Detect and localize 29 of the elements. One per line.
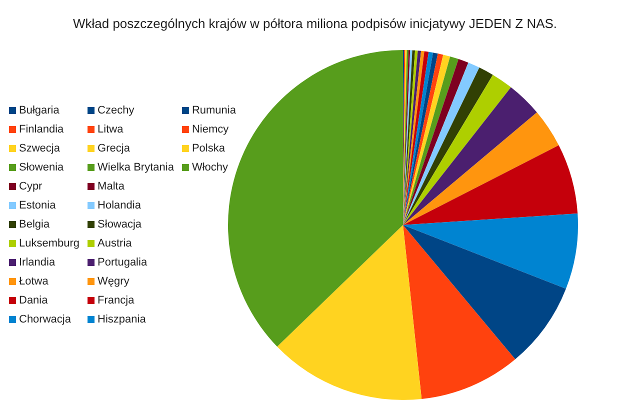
legend-label: Dania <box>19 294 49 306</box>
legend-label: Luksemburg <box>19 238 80 250</box>
chart-title: Wkład poszczególnych krajów w półtora miliona podpisów inicjatywy JEDEN Z NAS. <box>72 16 558 31</box>
legend-label: Irlandia <box>19 256 56 268</box>
legend-label: Włochy <box>192 162 229 174</box>
legend-label: Francja <box>98 294 136 306</box>
legend-label: Słowenia <box>19 162 65 174</box>
legend-label: Finlandia <box>19 124 65 136</box>
legend-label: Bułgaria <box>19 104 60 116</box>
legend-label: Łotwa <box>19 276 50 288</box>
legend-label: Polska <box>192 142 226 154</box>
legend-label: Szwecja <box>19 142 61 154</box>
legend-label: Wielka Brytania <box>98 162 175 174</box>
legend-label: Niemcy <box>192 124 230 136</box>
legend-label: Czechy <box>98 104 135 116</box>
legend-label: Portugalia <box>98 256 148 268</box>
legend-label: Chorwacja <box>19 314 72 326</box>
legend-label: Słowacja <box>98 218 142 230</box>
legend-label: Estonia <box>19 200 57 212</box>
legend-label: Grecja <box>98 142 131 154</box>
legend-label: Malta <box>98 180 126 192</box>
legend-label: Austria <box>98 238 133 250</box>
legend-label: Rumunia <box>192 104 237 116</box>
legend-label: Cypr <box>19 180 43 192</box>
legend-label: Hiszpania <box>98 314 147 326</box>
legend-label: Holandia <box>98 200 142 212</box>
legend-label: Belgia <box>19 218 50 230</box>
legend-label: Litwa <box>98 124 124 136</box>
legend-label: Węgry <box>98 276 130 288</box>
